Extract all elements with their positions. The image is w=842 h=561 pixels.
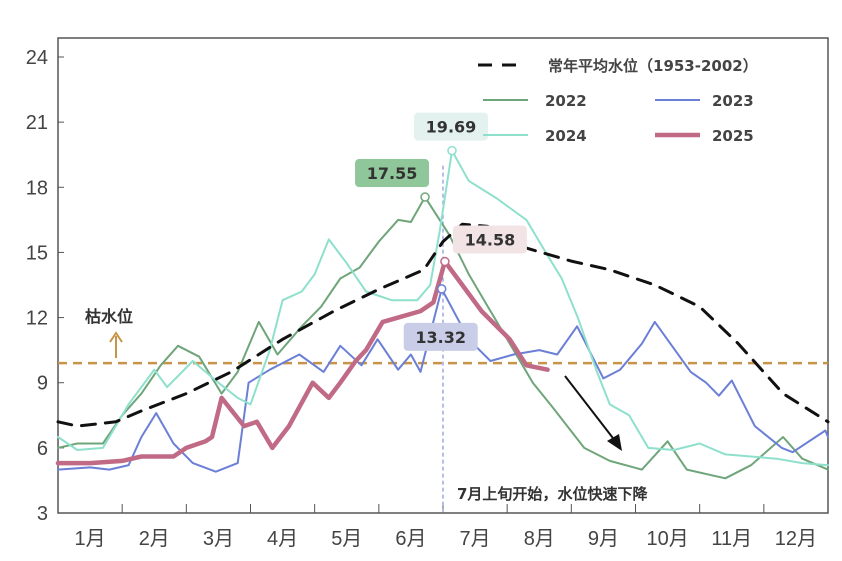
y-tick-label: 9 [37, 373, 48, 395]
x-tick-label: 11月 [711, 528, 752, 550]
legend-label: 2024 [545, 127, 587, 145]
peak-marker [420, 192, 430, 202]
legend-label: 2025 [712, 127, 754, 145]
series-line-2025 [55, 259, 550, 466]
x-tick-label: 5月 [331, 528, 362, 550]
x-tick-label: 8月 [524, 528, 555, 550]
series-line-average [56, 222, 830, 428]
y-tick-label: 24 [26, 47, 48, 69]
y-tick-label: 21 [26, 112, 48, 134]
y-tick-label: 18 [26, 177, 48, 199]
x-tick-label: 4月 [267, 528, 298, 550]
x-tick-label: 2月 [139, 528, 170, 550]
legend-label: 2023 [712, 92, 754, 110]
decline-arrow-icon [564, 375, 617, 443]
dry-level-label: 枯水位 [85, 307, 133, 326]
x-tick-label: 3月 [203, 528, 234, 550]
peak-label-box [452, 225, 527, 254]
decline-arrowhead-icon [607, 434, 622, 451]
decline-annotation: 7月上旬开始，水位快速下降 [457, 485, 648, 503]
y-tick-label: 6 [37, 438, 48, 460]
peak-label-box [403, 322, 478, 351]
peak-label-2023: 13.32 [415, 328, 466, 347]
peak-label-2022: 17.55 [367, 164, 418, 183]
peak-label-box [413, 112, 488, 141]
x-tick-label: 12月 [775, 528, 817, 550]
y-tick-label: 3 [37, 503, 48, 525]
x-tick-label: 1月 [75, 528, 106, 550]
y-tick-label: 15 [26, 242, 48, 264]
peak-marker [440, 256, 450, 267]
legend-label: 常年平均水位（1953-2002） [548, 57, 758, 75]
series-line-2024 [57, 149, 829, 467]
x-tick-label: 6月 [395, 528, 426, 550]
peak-label-2025: 14.58 [465, 231, 516, 250]
up-arrow-head-icon [109, 331, 123, 343]
peak-marker [447, 145, 457, 156]
x-tick-label: 10月 [646, 528, 688, 550]
y-tick-label: 12 [26, 308, 48, 330]
peak-label-box [355, 159, 430, 188]
peak-label-2024: 19.69 [426, 118, 477, 137]
peak-marker [436, 284, 447, 294]
x-tick-label: 9月 [588, 528, 619, 550]
legend-label: 2022 [545, 92, 587, 110]
x-tick-label: 7月 [460, 528, 491, 550]
series-line-2022 [57, 196, 829, 480]
